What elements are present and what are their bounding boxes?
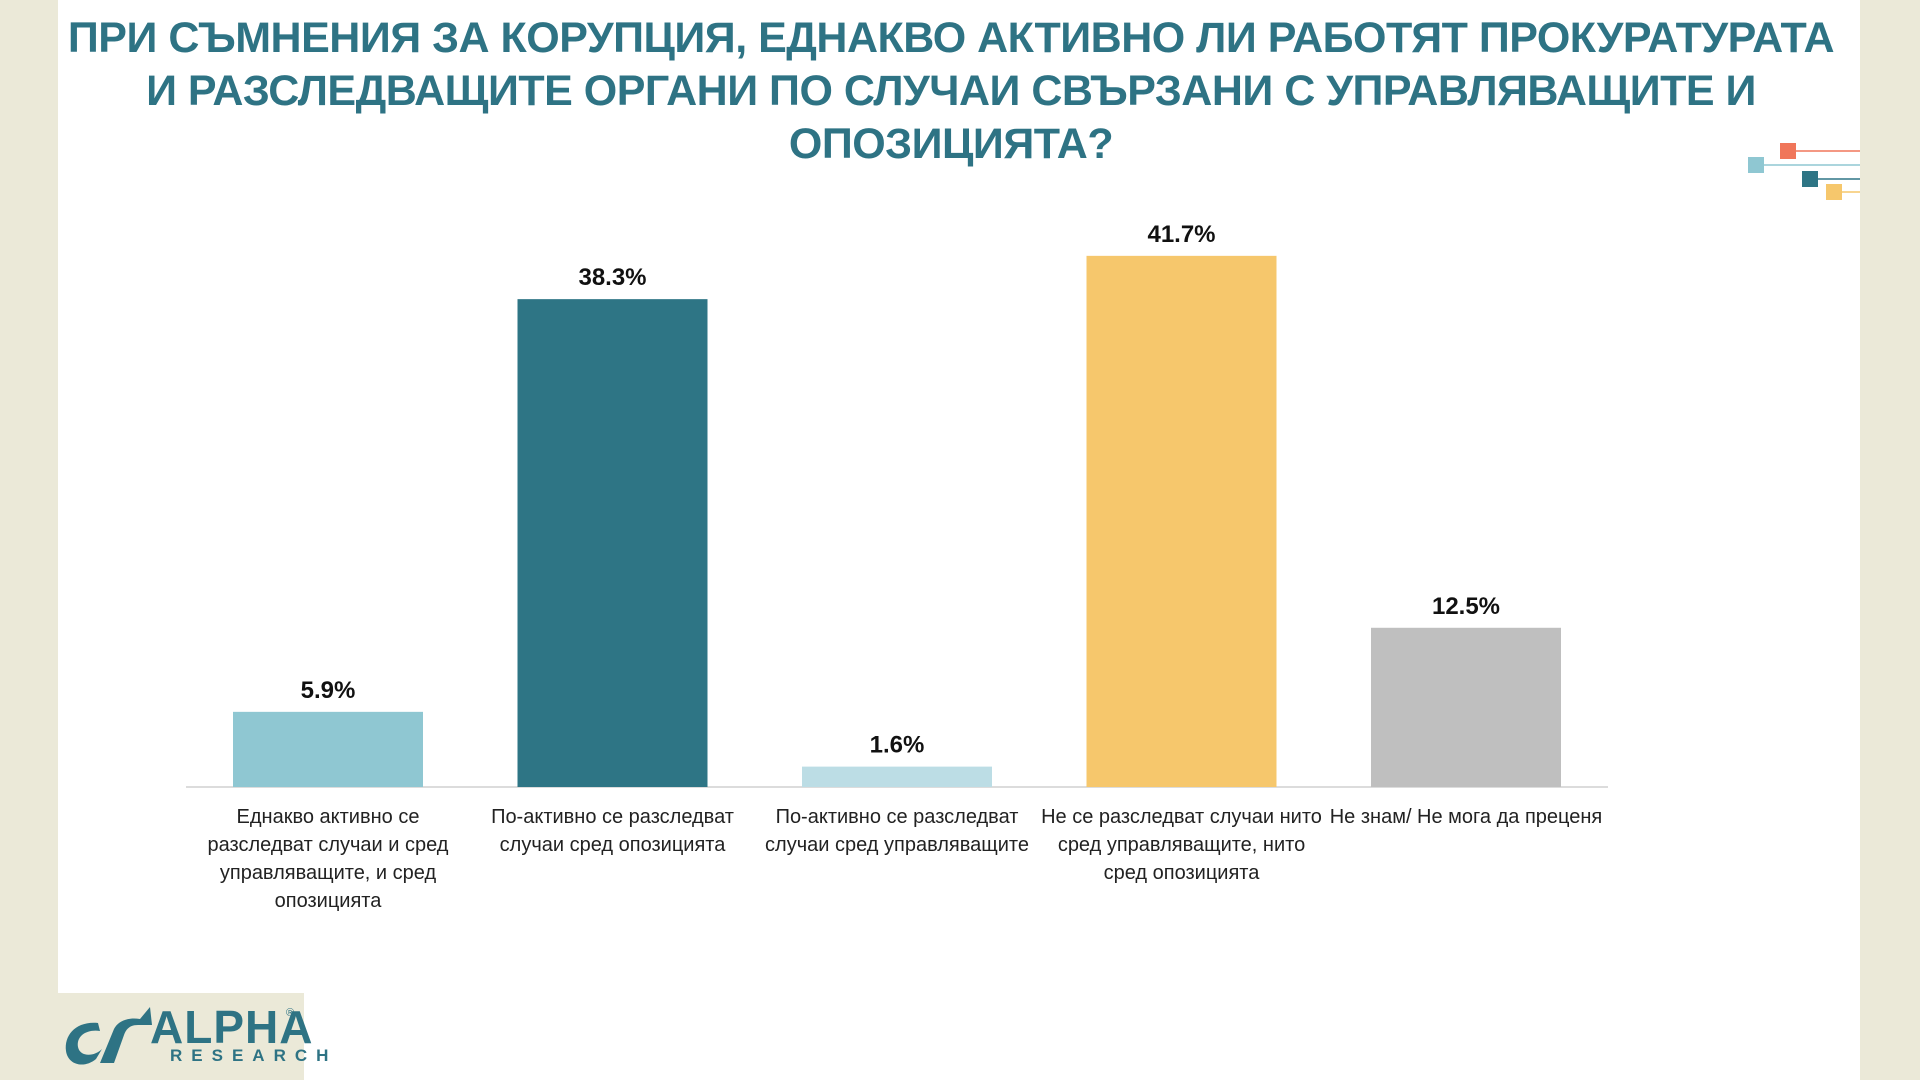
data-label-1: 5.9% — [301, 677, 356, 704]
bar-2 — [517, 299, 708, 787]
chart-title: ПРИ СЪМНЕНИЯ ЗА КОРУПЦИЯ, ЕДНАКВО АКТИВН… — [67, 14, 1835, 168]
data-label-3: 1.6% — [870, 732, 925, 759]
bar-3 — [802, 766, 992, 787]
alpha-research-logo: ALPHA ® RESEARCH — [58, 993, 328, 1080]
data-label-2: 38.3% — [578, 264, 646, 291]
slide-background — [58, 0, 1860, 1080]
logo-mark-icon — [65, 1007, 152, 1065]
logo-research-text: RESEARCH — [170, 1046, 338, 1065]
decorative-squares — [1748, 143, 1860, 200]
data-label-4: 41.7% — [1147, 221, 1215, 248]
data-label-5: 12.5% — [1432, 593, 1500, 620]
bar-1 — [233, 711, 423, 787]
bar-5 — [1371, 627, 1561, 787]
logo-registered-mark: ® — [286, 1007, 295, 1019]
logo-alpha-text: ALPHA — [150, 1001, 314, 1053]
bar-4 — [1086, 255, 1277, 788]
